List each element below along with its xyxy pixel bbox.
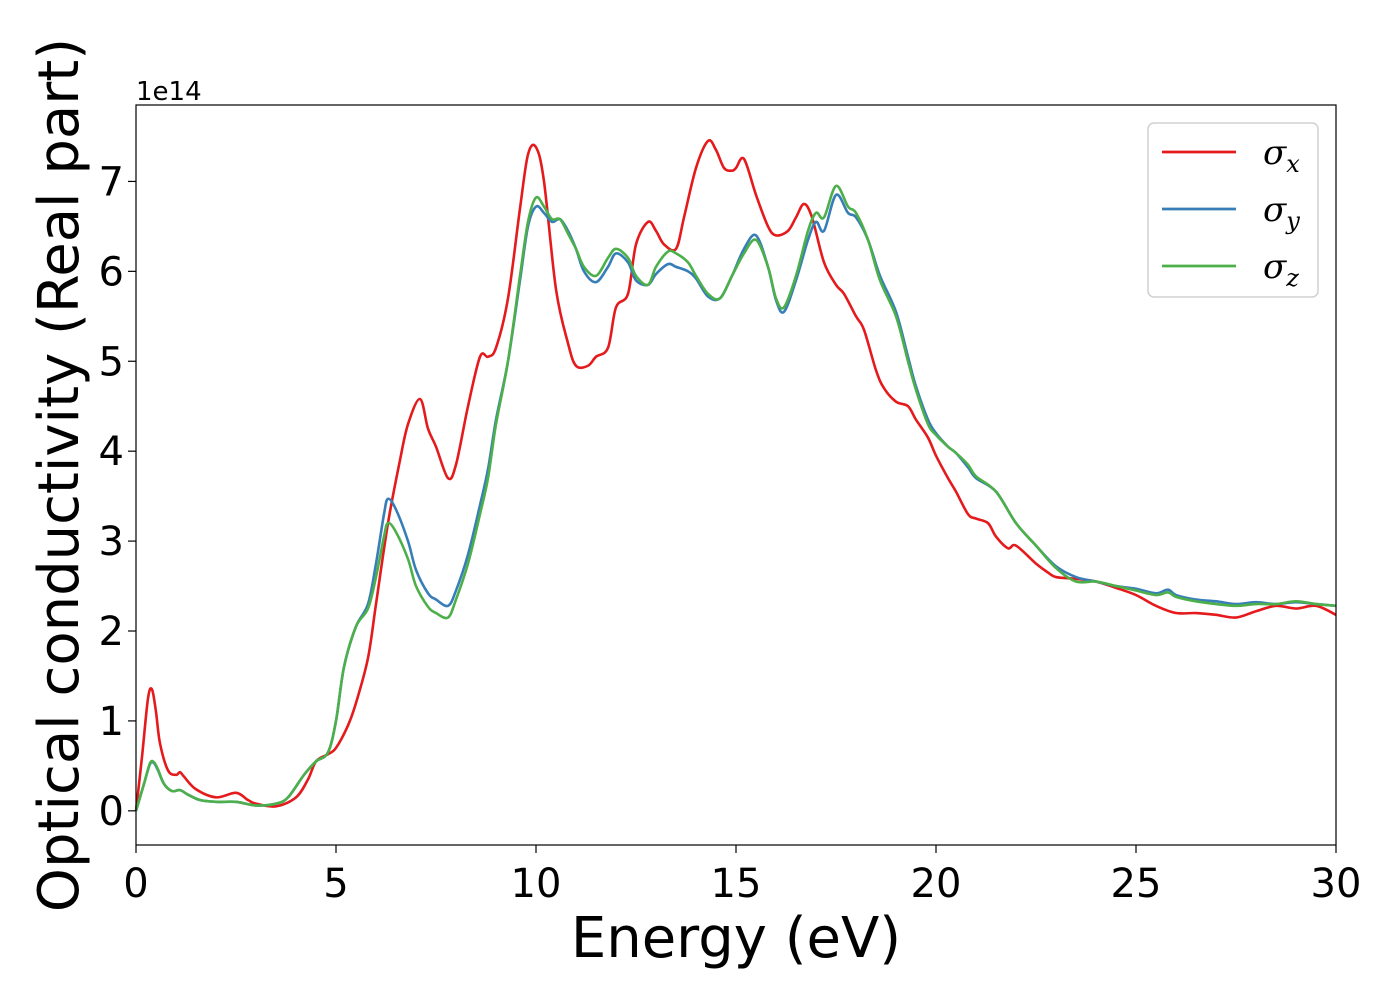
series-lines xyxy=(134,139,1337,812)
legend-item-y: σy xyxy=(1162,190,1300,235)
y-tick-label: 3 xyxy=(99,519,124,565)
legend-item-x: σx xyxy=(1162,133,1300,178)
legend-symbol: σ xyxy=(1263,190,1287,230)
x-axis-label: Energy (eV) xyxy=(571,906,901,971)
y-tick-label: 4 xyxy=(99,429,124,475)
x-tick-label: 25 xyxy=(1111,861,1162,907)
x-tick-label: 0 xyxy=(123,861,148,907)
x-axis-ticks: 0 5 10 15 20 25 30 xyxy=(123,845,1361,907)
series-line-z xyxy=(134,184,1337,812)
y-tick-label: 0 xyxy=(99,789,124,835)
legend-item-z: σz xyxy=(1162,247,1299,292)
legend-label: σx xyxy=(1263,133,1300,178)
y-axis-ticks: 0 1 2 3 4 5 6 7 xyxy=(99,159,136,835)
y-tick-label: 5 xyxy=(99,339,124,385)
y-offset-label: 1e14 xyxy=(136,77,202,107)
legend-label: σy xyxy=(1263,190,1300,235)
x-tick-label: 10 xyxy=(511,861,562,907)
y-tick-label: 2 xyxy=(99,609,124,655)
legend-label: σz xyxy=(1263,247,1299,292)
y-tick-label: 7 xyxy=(99,159,124,205)
legend-symbol: σ xyxy=(1263,133,1287,173)
legend-subscript: x xyxy=(1286,150,1300,178)
legend-subscript: z xyxy=(1285,264,1299,292)
x-tick-label: 15 xyxy=(711,861,762,907)
x-tick-label: 20 xyxy=(911,861,962,907)
x-tick-label: 30 xyxy=(1311,861,1362,907)
y-tick-label: 6 xyxy=(99,249,124,295)
y-tick-label: 1 xyxy=(99,699,124,745)
legend-symbol: σ xyxy=(1263,247,1287,287)
x-tick-label: 5 xyxy=(323,861,348,907)
y-axis-label: Optical conductivity (Real part) xyxy=(27,38,92,912)
legend-subscript: y xyxy=(1285,207,1300,235)
